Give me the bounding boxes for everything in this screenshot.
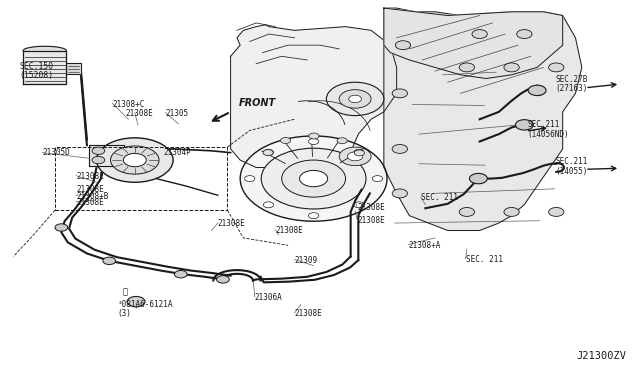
- Text: 21308E: 21308E: [357, 216, 385, 225]
- Circle shape: [349, 95, 362, 103]
- Circle shape: [460, 63, 474, 72]
- Circle shape: [174, 270, 187, 278]
- Polygon shape: [89, 145, 124, 166]
- Circle shape: [216, 276, 229, 283]
- Circle shape: [103, 257, 116, 264]
- Circle shape: [372, 176, 383, 182]
- Text: FRONT: FRONT: [239, 98, 276, 108]
- Circle shape: [548, 208, 564, 217]
- Circle shape: [392, 189, 408, 198]
- Text: 21304P: 21304P: [164, 148, 191, 157]
- Circle shape: [240, 136, 387, 221]
- Polygon shape: [67, 63, 81, 74]
- Text: 21308+A: 21308+A: [408, 241, 440, 250]
- Circle shape: [460, 208, 474, 217]
- Circle shape: [515, 120, 533, 130]
- Circle shape: [392, 89, 408, 98]
- Circle shape: [504, 63, 519, 72]
- Circle shape: [261, 148, 366, 209]
- Text: 21309: 21309: [294, 256, 317, 264]
- Circle shape: [504, 208, 519, 217]
- Circle shape: [339, 90, 371, 108]
- Text: 21308E: 21308E: [218, 219, 246, 228]
- Circle shape: [396, 41, 411, 49]
- Text: 21308E: 21308E: [125, 109, 153, 118]
- Circle shape: [300, 170, 328, 187]
- Text: 21308E: 21308E: [275, 226, 303, 235]
- Circle shape: [528, 85, 546, 96]
- Circle shape: [337, 138, 348, 144]
- Circle shape: [127, 296, 145, 307]
- Circle shape: [92, 156, 105, 164]
- Circle shape: [472, 30, 487, 38]
- Text: 21308+C: 21308+C: [113, 100, 145, 109]
- Circle shape: [469, 173, 487, 184]
- Circle shape: [308, 213, 319, 219]
- Circle shape: [263, 150, 273, 155]
- Circle shape: [244, 176, 255, 182]
- Circle shape: [326, 82, 384, 116]
- Circle shape: [354, 150, 364, 155]
- Circle shape: [263, 202, 273, 208]
- Text: J21300ZV: J21300ZV: [577, 351, 627, 361]
- Text: 21308E: 21308E: [294, 310, 322, 318]
- Text: 21308E: 21308E: [76, 185, 104, 194]
- Text: SEC.211
(14055): SEC.211 (14055): [555, 157, 588, 176]
- Bar: [55, 147, 227, 210]
- Circle shape: [392, 144, 408, 153]
- Circle shape: [354, 202, 364, 208]
- Text: SEC. 211: SEC. 211: [421, 193, 458, 202]
- Circle shape: [55, 224, 68, 231]
- Text: 21308E: 21308E: [357, 203, 385, 212]
- Text: SEC.27B
(27163): SEC.27B (27163): [555, 75, 588, 93]
- Text: SEC.150
(15208): SEC.150 (15208): [20, 62, 54, 80]
- Circle shape: [548, 63, 564, 72]
- Text: SEC. 211: SEC. 211: [466, 255, 502, 264]
- Circle shape: [97, 138, 173, 182]
- Polygon shape: [384, 8, 582, 231]
- Text: SEC.211
(14056ND): SEC.211 (14056ND): [527, 120, 569, 139]
- Text: 21305D: 21305D: [42, 148, 70, 157]
- Circle shape: [280, 138, 291, 144]
- Polygon shape: [230, 25, 397, 167]
- Circle shape: [308, 138, 319, 144]
- Text: 21308E: 21308E: [76, 198, 104, 207]
- Circle shape: [348, 152, 363, 161]
- Circle shape: [309, 133, 319, 139]
- Text: 21305: 21305: [166, 109, 189, 118]
- Text: 21308E: 21308E: [76, 172, 104, 181]
- Polygon shape: [23, 51, 67, 84]
- Text: ⒳: ⒳: [122, 288, 127, 296]
- Circle shape: [263, 150, 273, 155]
- Circle shape: [92, 147, 105, 154]
- Circle shape: [339, 147, 371, 166]
- Polygon shape: [384, 8, 563, 78]
- Circle shape: [516, 30, 532, 38]
- Text: 21308+B: 21308+B: [76, 192, 108, 201]
- Circle shape: [355, 150, 364, 156]
- Text: ³081A6-6121A
(3): ³081A6-6121A (3): [118, 300, 173, 318]
- Circle shape: [282, 160, 346, 197]
- Polygon shape: [23, 46, 67, 51]
- Text: 21306A: 21306A: [255, 294, 283, 302]
- Circle shape: [111, 146, 159, 174]
- Circle shape: [124, 153, 147, 167]
